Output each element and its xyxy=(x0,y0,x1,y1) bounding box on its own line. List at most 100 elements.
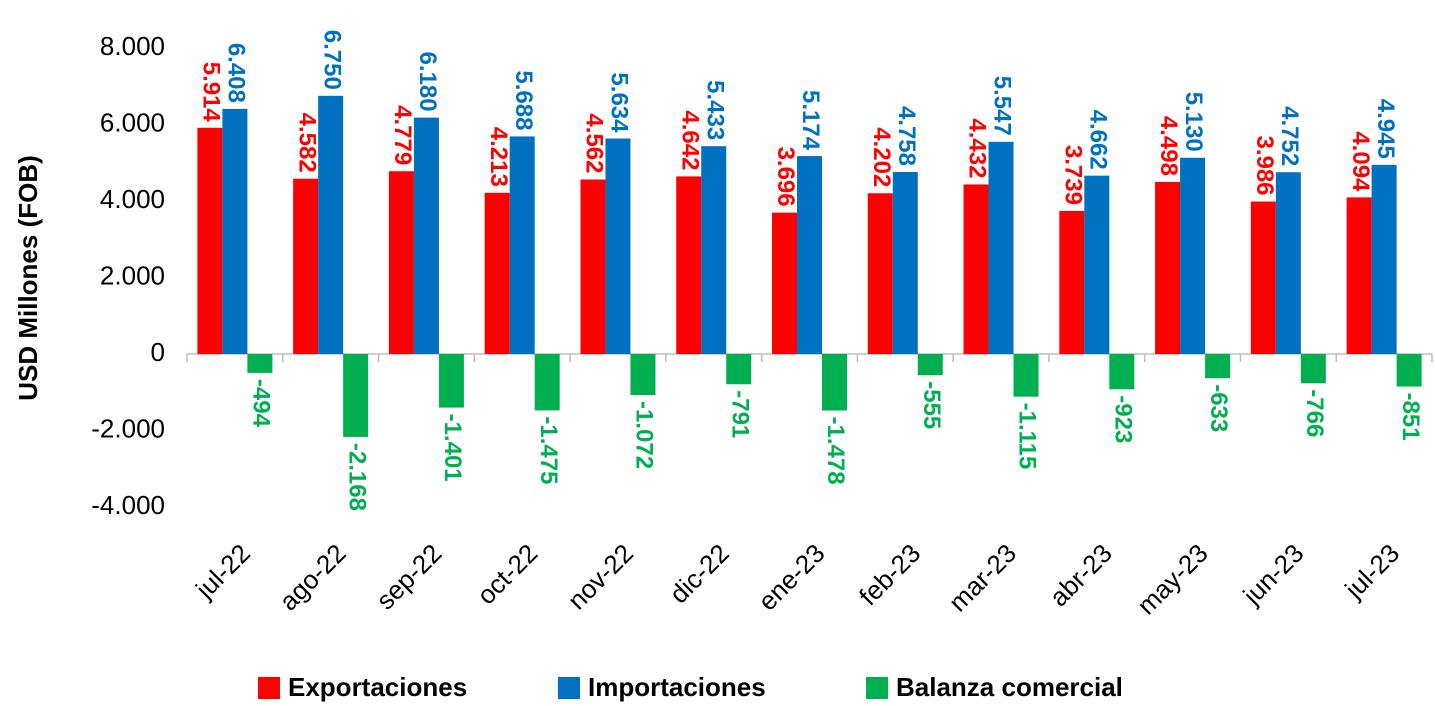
data-label: 4.202 xyxy=(868,127,895,187)
legend-label: Exportaciones xyxy=(288,672,467,702)
bar xyxy=(318,95,344,354)
data-label: 6.750 xyxy=(318,30,345,90)
bar xyxy=(605,138,631,354)
bar xyxy=(1250,201,1276,354)
data-label: 4.562 xyxy=(581,113,608,173)
data-label: 5.130 xyxy=(1180,92,1207,152)
bar xyxy=(247,354,273,373)
data-label: 4.213 xyxy=(485,127,512,187)
bar xyxy=(438,354,464,408)
data-label: 3.986 xyxy=(1251,135,1278,195)
bar xyxy=(1205,354,1231,379)
data-label: 4.498 xyxy=(1155,116,1182,176)
x-tick-label: mar-23 xyxy=(943,538,1022,617)
x-tick-label: jul-23 xyxy=(1338,538,1405,605)
y-tick-label: -2.000 xyxy=(91,413,165,443)
data-label: 5.547 xyxy=(989,76,1016,136)
data-label: -494 xyxy=(248,379,275,428)
bar xyxy=(1155,181,1181,354)
x-tick-label: abr-23 xyxy=(1044,538,1118,612)
x-tick-label: ene-23 xyxy=(752,538,830,616)
data-label: 4.432 xyxy=(964,118,991,178)
data-label: 5.688 xyxy=(510,70,537,130)
bar xyxy=(1013,354,1039,397)
data-label: -555 xyxy=(918,381,945,429)
data-label: -766 xyxy=(1301,389,1328,437)
y-tick-label: 6.000 xyxy=(100,107,165,137)
data-label: 4.779 xyxy=(389,105,416,165)
data-label: 4.758 xyxy=(893,106,920,166)
data-label: -1.478 xyxy=(822,417,849,485)
bar xyxy=(222,108,248,354)
legend-swatch xyxy=(258,677,280,699)
data-label: -1.072 xyxy=(631,401,658,469)
bar xyxy=(797,156,822,354)
x-tick-label: nov-22 xyxy=(562,538,639,615)
bar xyxy=(1180,157,1206,354)
data-label: 4.582 xyxy=(293,113,320,173)
data-label: -851 xyxy=(1397,393,1424,441)
data-label: 4.752 xyxy=(1276,106,1303,166)
legend-swatch xyxy=(558,677,580,699)
bar xyxy=(413,117,439,355)
bar xyxy=(676,176,702,354)
bar xyxy=(484,192,510,354)
bar xyxy=(1084,175,1110,354)
data-label: 6.180 xyxy=(414,52,441,112)
y-tick-label: 0 xyxy=(151,337,165,367)
x-tick-label: jun-23 xyxy=(1236,538,1309,611)
x-tick-label: may-23 xyxy=(1131,538,1214,621)
y-tick-label: 2.000 xyxy=(100,260,165,290)
bar xyxy=(917,354,943,376)
legend-label: Importaciones xyxy=(588,672,766,702)
bar xyxy=(726,354,752,385)
x-tick-label: dic-22 xyxy=(664,538,735,609)
data-label: 4.642 xyxy=(676,110,703,170)
bar xyxy=(1109,354,1135,390)
bar xyxy=(772,212,797,354)
legend-label: Balanza comercial xyxy=(896,672,1123,702)
bar xyxy=(293,178,319,354)
bar xyxy=(388,171,414,354)
data-label: 3.739 xyxy=(1059,145,1086,205)
data-label: 5.174 xyxy=(797,90,824,151)
x-tick-label: feb-23 xyxy=(853,538,926,611)
x-tick-label: oct-22 xyxy=(471,538,543,610)
bar xyxy=(701,146,727,354)
bar xyxy=(1059,210,1085,354)
data-label: -633 xyxy=(1205,384,1232,432)
data-label: -1.475 xyxy=(535,416,562,484)
bar xyxy=(343,354,369,437)
x-tick-label: jul-22 xyxy=(189,538,256,605)
data-label: -923 xyxy=(1109,395,1136,443)
bar xyxy=(197,127,223,355)
bar xyxy=(988,141,1014,354)
data-label: -2.168 xyxy=(343,443,370,511)
x-tick-label: sep-22 xyxy=(370,538,447,615)
bar xyxy=(534,354,560,411)
data-label: 3.696 xyxy=(772,147,799,207)
data-label: 4.662 xyxy=(1084,110,1111,170)
data-label: -1.401 xyxy=(439,414,466,482)
bar xyxy=(1275,172,1301,354)
data-label: 4.945 xyxy=(1372,99,1399,159)
bar xyxy=(1300,354,1326,384)
data-label: 5.634 xyxy=(606,72,633,133)
data-label: 4.094 xyxy=(1347,131,1374,192)
bar xyxy=(580,179,606,354)
x-tick-label: ago-22 xyxy=(273,538,351,616)
bar xyxy=(1346,197,1372,354)
y-axis-title: USD Millones (FOB) xyxy=(13,155,43,401)
bar xyxy=(867,193,893,354)
bar xyxy=(630,354,656,396)
bar xyxy=(509,136,535,354)
data-label: 5.433 xyxy=(701,80,728,140)
legend-swatch xyxy=(866,677,888,699)
data-label: -791 xyxy=(726,390,753,438)
data-label: 5.914 xyxy=(198,62,225,123)
y-tick-label: 8.000 xyxy=(100,31,165,61)
bar xyxy=(892,172,918,354)
bar xyxy=(1371,164,1397,354)
data-label: 6.408 xyxy=(223,43,250,103)
